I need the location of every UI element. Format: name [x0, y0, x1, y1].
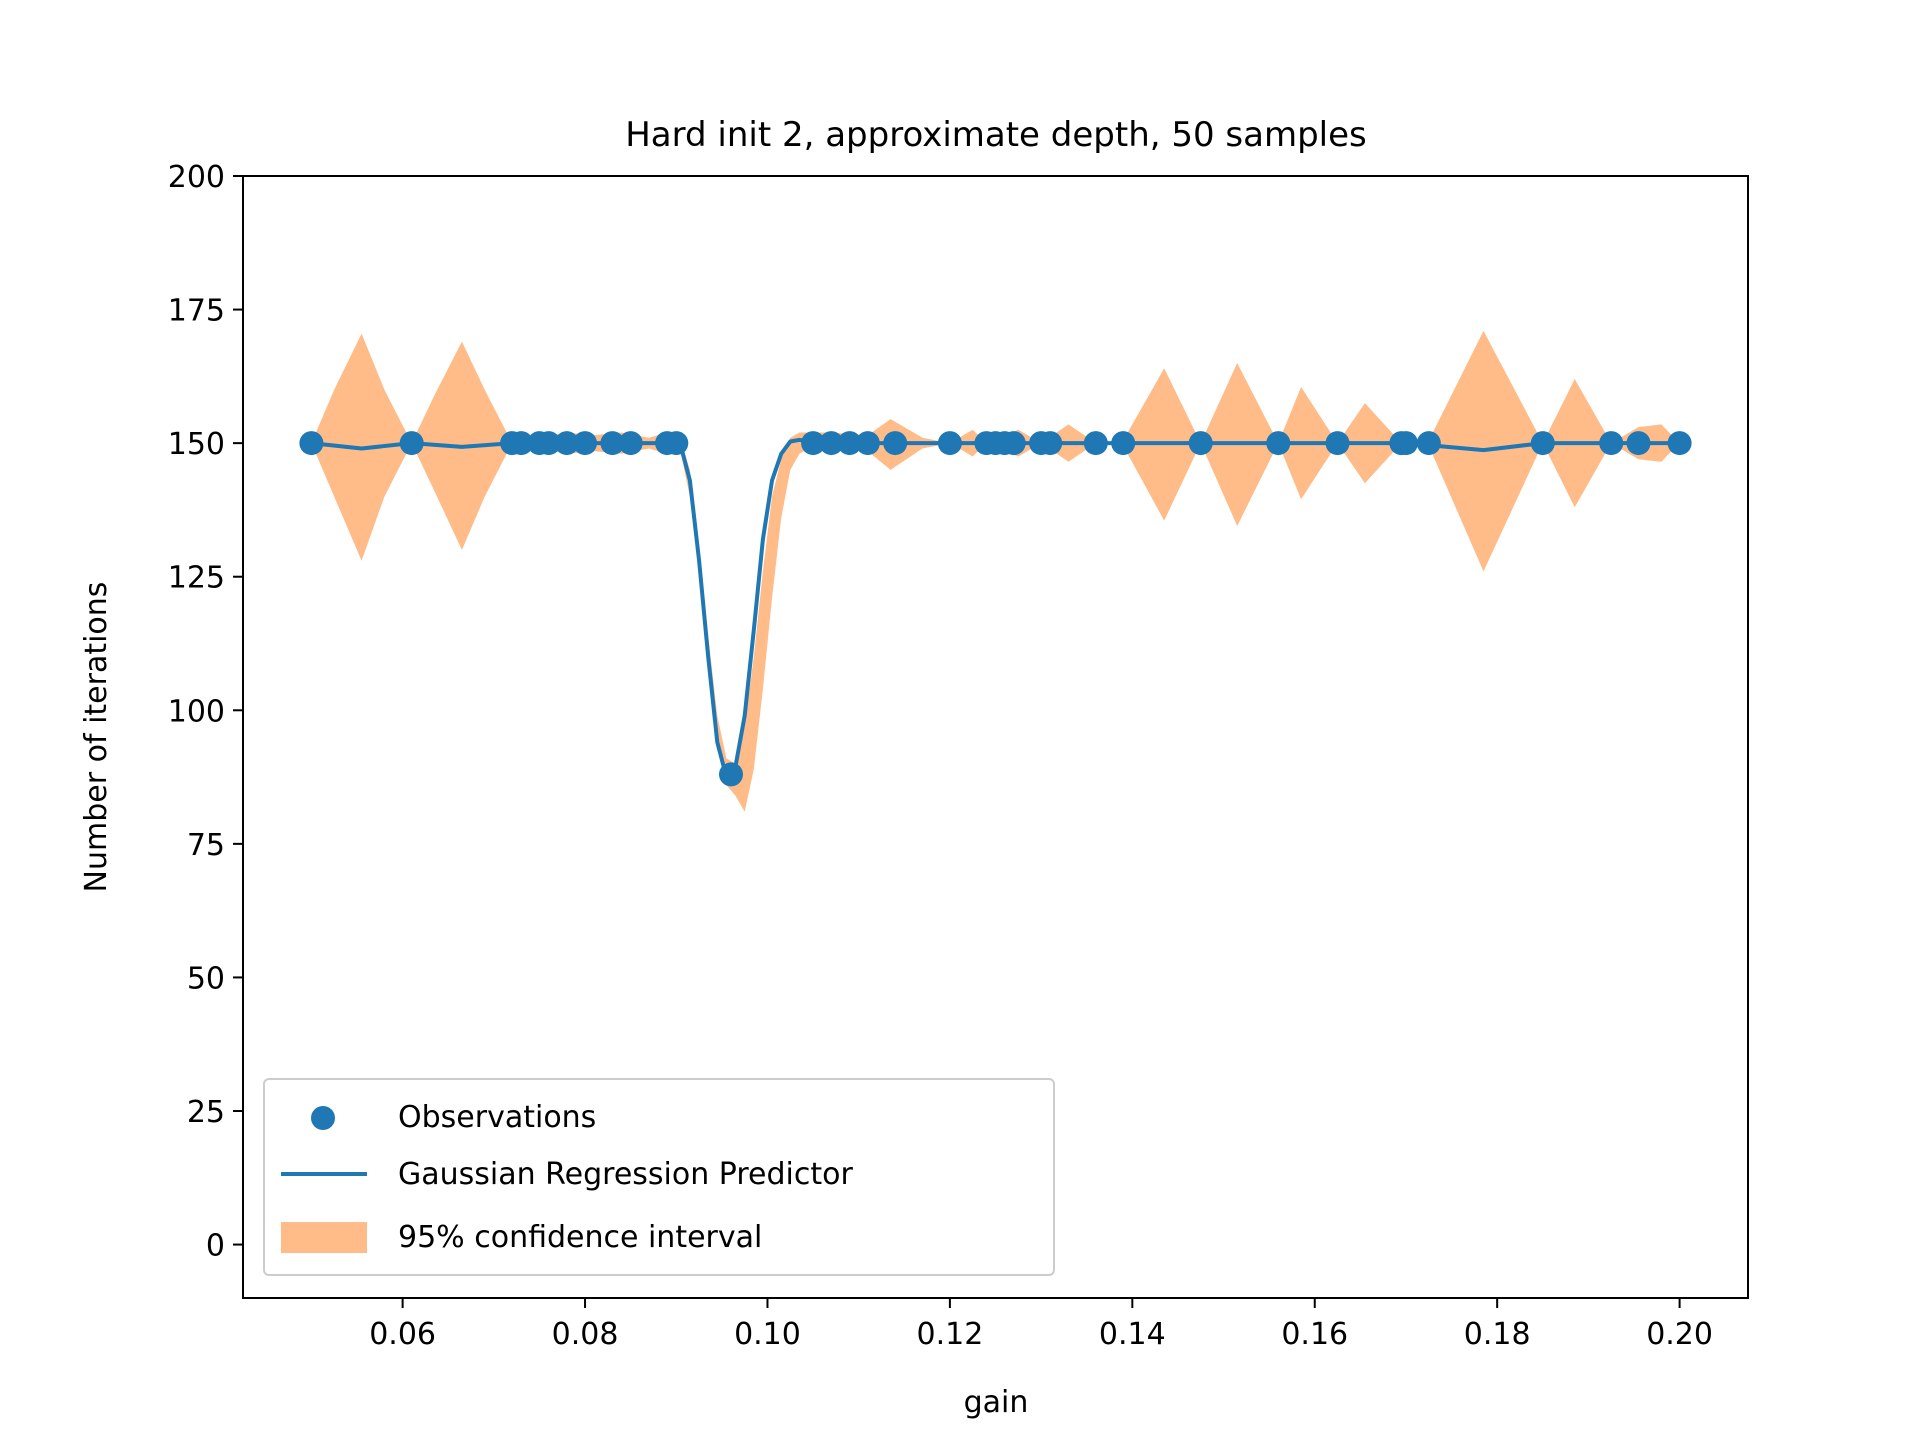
x-tick-label: 0.08	[552, 1317, 619, 1352]
observation-point	[1111, 431, 1136, 456]
observation-point	[1325, 431, 1350, 456]
observation-point	[855, 431, 880, 456]
observation-point	[536, 431, 561, 456]
observation-point	[1626, 431, 1651, 456]
x-tick-label: 0.20	[1646, 1317, 1713, 1352]
observation-point	[618, 431, 643, 456]
x-tick-label: 0.10	[734, 1317, 801, 1352]
plot-frame	[242, 175, 1749, 1299]
legend-confidence-label: 95% confidence interval	[398, 1220, 762, 1255]
y-tick-label: 150	[168, 427, 225, 462]
observation-point	[554, 431, 579, 456]
observation-point	[573, 431, 597, 456]
legend-observations-marker	[311, 1106, 335, 1130]
observation-point	[801, 431, 826, 456]
y-axis-ticks: 0 25 50 75 100 125 150 175 200	[168, 160, 243, 1264]
observation-point	[509, 431, 534, 456]
y-axis-label: Number of iterations	[79, 582, 114, 893]
x-tick-label: 0.06	[369, 1317, 436, 1352]
observations-layer	[299, 431, 1692, 787]
x-tick-label: 0.12	[916, 1317, 983, 1352]
observation-point	[600, 431, 625, 456]
observation-point	[1083, 431, 1108, 456]
observation-point	[1530, 431, 1555, 456]
confidence-band-layer	[311, 330, 1680, 812]
observation-point	[664, 431, 689, 456]
observation-point	[1188, 431, 1213, 456]
observation-point	[837, 431, 862, 456]
observation-point	[299, 431, 324, 456]
y-tick-label: 50	[187, 961, 225, 996]
observation-point	[1038, 431, 1063, 456]
legend: Observations Gaussian Regression Predict…	[263, 1078, 1055, 1276]
legend-confidence-swatch	[281, 1222, 367, 1253]
legend-box	[263, 1078, 1055, 1276]
legend-predictor-label: Gaussian Regression Predictor	[398, 1157, 853, 1192]
observation-point	[1667, 431, 1692, 456]
y-tick-label: 75	[187, 828, 225, 863]
x-axis-label: gain	[964, 1385, 1029, 1420]
observation-point	[1416, 431, 1441, 456]
x-tick-label: 0.14	[1099, 1317, 1166, 1352]
x-tick-label: 0.18	[1464, 1317, 1531, 1352]
x-axis-ticks: 0.06 0.08 0.10 0.12 0.14 0.16 0.18 0.20	[369, 1298, 1713, 1352]
observation-point	[719, 762, 743, 787]
legend-observations-label: Observations	[398, 1100, 596, 1135]
chart-title: Hard init 2, approximate depth, 50 sampl…	[625, 115, 1367, 155]
y-tick-label: 125	[168, 561, 225, 596]
observation-point	[937, 431, 962, 456]
observation-point	[883, 431, 908, 456]
confidence-band	[311, 330, 1680, 812]
observation-point	[399, 431, 424, 456]
observation-point	[1394, 431, 1418, 456]
observation-point	[1266, 431, 1291, 456]
observation-point	[1001, 431, 1026, 456]
y-tick-label: 200	[168, 160, 225, 195]
y-tick-label: 175	[168, 294, 225, 329]
y-tick-label: 0	[206, 1229, 225, 1264]
observation-point	[819, 431, 844, 456]
y-tick-label: 100	[168, 694, 225, 729]
x-tick-label: 0.16	[1281, 1317, 1348, 1352]
observation-point	[1599, 431, 1624, 456]
y-tick-label: 25	[187, 1095, 225, 1130]
